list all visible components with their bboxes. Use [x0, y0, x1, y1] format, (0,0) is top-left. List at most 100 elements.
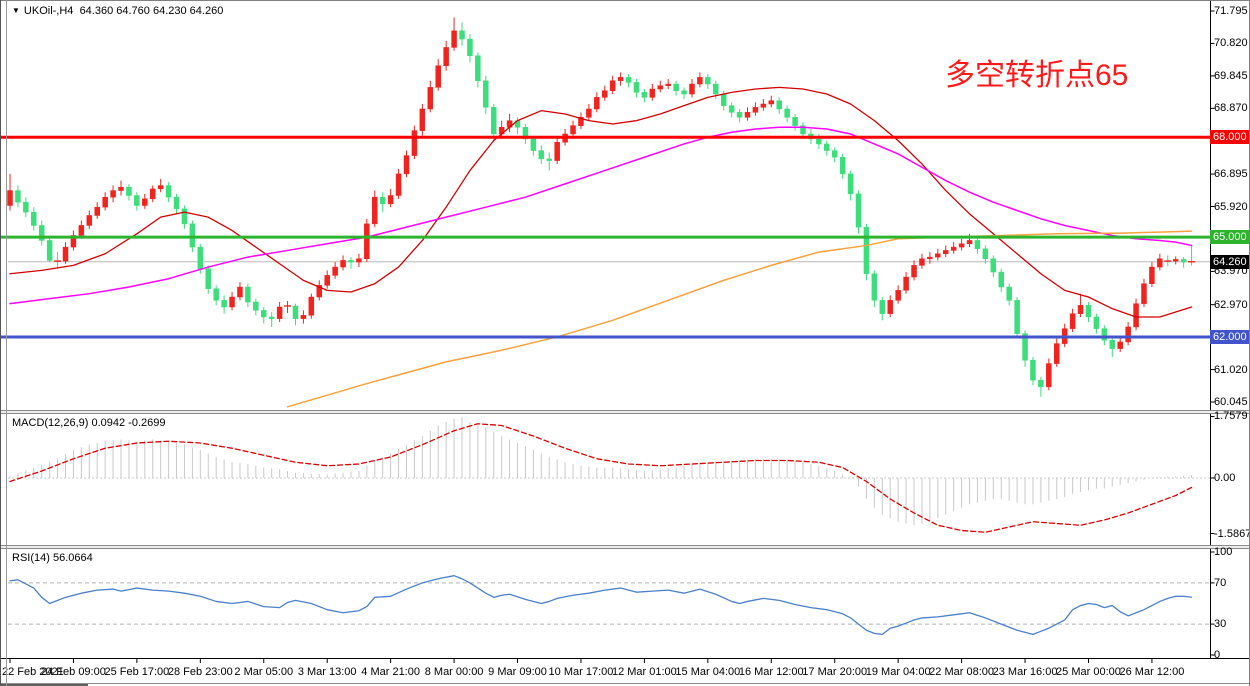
candle-body-bear [641, 92, 648, 98]
time-axis-label: 25 Feb 17:00 [104, 666, 170, 678]
bottom-scrollbar[interactable] [0, 683, 1250, 686]
candle-body-bear [816, 138, 822, 145]
candle-body-bull [332, 266, 338, 276]
time-axis-label: 2 Mar 05:00 [234, 666, 294, 678]
candle-body-bull [102, 196, 108, 208]
candle-body-bull [665, 83, 671, 86]
candle-body-bull [697, 77, 703, 85]
candle-body-bear [522, 127, 529, 140]
candle-body-bear [982, 248, 989, 259]
price-axis-label: 66.895 [1214, 168, 1248, 181]
macd-axis-label: 0.00 [1214, 472, 1236, 484]
candle-body-bull [110, 190, 116, 198]
panel-separator-macd[interactable] [0, 410, 1250, 414]
candle-body-bull [911, 265, 917, 278]
candle-body-bear [863, 226, 870, 274]
candle-body-bear [974, 240, 981, 250]
ma-fast-line [9, 86, 1193, 318]
candle-body-bear [1030, 359, 1036, 381]
candle-body-bull [1149, 266, 1155, 284]
candle-body-bear [1180, 259, 1187, 263]
annotation-text[interactable]: 多空转折点65 [945, 59, 1129, 92]
candle-body-bear [855, 193, 862, 228]
price-axis-label: 60.045 [1214, 396, 1248, 408]
time-axis-label: 22 Feb 2021 [2, 666, 64, 678]
candle-body-bear [181, 208, 188, 225]
candle-body-bull [435, 65, 441, 88]
rsi-axis-label: 100 [1214, 546, 1233, 558]
candle-body-bear [1022, 333, 1028, 361]
candle-body-bull [919, 258, 925, 266]
candle-body-bear [673, 83, 679, 91]
candle-body-bull [1172, 259, 1179, 262]
candle-body-bull [903, 276, 909, 291]
candle-body-bear [871, 273, 878, 301]
candle-body-bear [736, 112, 743, 118]
candle-body-bear [268, 316, 275, 319]
candle-body-bear [459, 30, 465, 40]
symbol-header: ▼ UKOil-,H4 64.360 64.760 64.230 64.260 [12, 5, 223, 17]
window-border-left-inner [6, 0, 7, 686]
panel-separator-rsi[interactable] [0, 545, 1250, 549]
candle-body-bear [705, 77, 711, 85]
price-axis-label: 65.920 [1214, 200, 1248, 213]
candle-body-bear [348, 260, 354, 263]
candle-body-bear [261, 310, 267, 318]
candle-body-bull [1125, 326, 1131, 343]
price-axis-label: 62.970 [1214, 298, 1248, 311]
candle-body-bull [942, 250, 949, 255]
candle-body-bull [443, 47, 449, 66]
candle-body-bear [38, 225, 45, 241]
candle-body-bear [998, 271, 1004, 288]
candle-body-bull [950, 246, 957, 251]
candle-body-bull [744, 112, 751, 118]
candle-body-bear [831, 150, 838, 158]
candle-body-bull [760, 103, 767, 108]
candle-body-bear [189, 223, 196, 248]
candle-body-bear [253, 301, 259, 311]
rsi-axis-label: 0 [1214, 649, 1221, 661]
symbol-collapse-icon[interactable]: ▼ [12, 6, 20, 15]
candle-body-bear [173, 196, 180, 210]
macd-axis-label: -1.5867 [1214, 527, 1250, 540]
candle-body-bear [776, 100, 782, 110]
candle-body-bear [847, 173, 854, 195]
candle-body-bull [86, 215, 93, 226]
candle-body-bull [586, 108, 592, 118]
time-axis-label: 9 Mar 09:00 [488, 666, 547, 678]
candle-body-bull [554, 142, 560, 161]
candle-body-bear [292, 305, 299, 319]
candle-body-bull [62, 246, 69, 262]
ma-slow-line [286, 230, 1193, 408]
window-border-top [0, 0, 1250, 1]
time-axis-label: 28 Feb 23:00 [167, 666, 233, 678]
symbol-name: UKOil-,H4 [23, 5, 74, 17]
candle-body-bull [149, 188, 156, 200]
candle-body-bear [31, 211, 37, 226]
candle-body-bull [1046, 363, 1052, 388]
candle-body-bear [197, 246, 204, 269]
candle-body-bull [118, 186, 124, 191]
candle-body-bull [316, 285, 323, 298]
candle-body-bear [784, 108, 790, 118]
candle-body-bear [538, 150, 545, 160]
time-axis-label: 8 Mar 00:00 [424, 666, 484, 678]
candle-body-bear [467, 38, 473, 57]
candle-body-bull [958, 243, 965, 248]
price-badge-65.000: 65.000 [1210, 230, 1250, 245]
candle-body-bear [713, 83, 719, 95]
candle-body-bull [324, 275, 330, 286]
candle-body-bull [237, 286, 243, 298]
ma-mid-line [9, 126, 1193, 305]
price-axis-label: 61.020 [1214, 363, 1248, 376]
candle-body-bull [649, 88, 656, 98]
candle-body-bull [427, 87, 434, 110]
candle-body-bull [364, 223, 370, 259]
candle-body-bear [1101, 328, 1108, 341]
candle-body-bear [165, 185, 172, 198]
scrollbar-thumb[interactable] [1, 684, 88, 686]
time-axis-label: 17 Mar 20:00 [802, 666, 868, 678]
candle-body-bear [681, 90, 687, 95]
candle-body-bear [23, 201, 29, 213]
